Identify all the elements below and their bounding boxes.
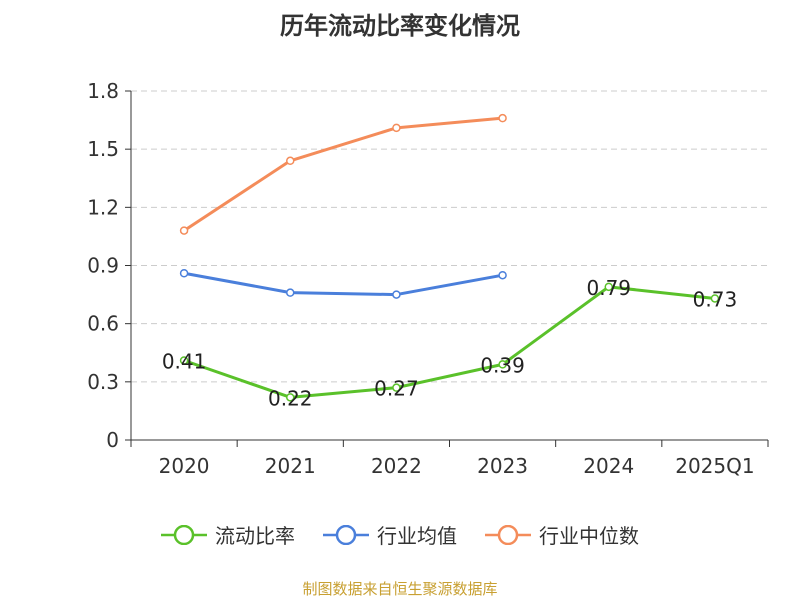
legend-label: 行业均值 [377, 524, 457, 548]
source-note: 制图数据来自恒生聚源数据库 [302, 580, 498, 598]
data-label: 0.79 [586, 276, 631, 300]
data-point [392, 123, 401, 133]
y-tick-label: 0 [106, 428, 119, 452]
x-tick-label: 2023 [477, 454, 528, 478]
legend-item-industry-median[interactable]: 行业中位数 [485, 520, 639, 549]
y-tick-label: 1.5 [87, 137, 119, 161]
data-point [392, 383, 401, 392]
x-tick-label: 2025Q1 [675, 454, 754, 478]
legend-line-icon [161, 524, 207, 545]
data-point [179, 226, 189, 235]
legend-item-current-ratio[interactable]: 流动比率 [161, 520, 295, 549]
series-line [183, 285, 716, 399]
data-point [498, 360, 507, 369]
x-tick-label: 2024 [583, 454, 634, 478]
data-label: 0.73 [693, 287, 738, 311]
data-point [286, 288, 295, 297]
series-line [183, 116, 503, 232]
data-label: 0.22 [268, 386, 313, 410]
y-tick-label: 1.8 [87, 79, 119, 103]
x-tick-label: 2022 [371, 454, 422, 478]
data-point [604, 282, 613, 292]
data-point [286, 156, 295, 166]
data-point [498, 113, 507, 123]
y-tick-label: 1.2 [87, 195, 119, 219]
data-label: 0.41 [162, 350, 207, 374]
chart-title: 历年流动比率变化情况 [280, 12, 520, 40]
y-tick-label: 0.6 [87, 312, 119, 336]
legend-line-icon [323, 524, 369, 545]
series-line [183, 271, 503, 297]
legend-line-icon [485, 524, 531, 545]
legend: 流动比率 行业均值 行业中位数 [0, 520, 800, 549]
legend-item-industry-avg[interactable]: 行业均值 [323, 520, 457, 549]
data-point [710, 294, 720, 303]
data-point [392, 290, 401, 299]
y-tick-label: 0.3 [87, 370, 119, 394]
data-label: 0.27 [374, 377, 419, 401]
data-point [498, 270, 507, 280]
y-tick-label: 0.9 [87, 254, 119, 278]
data-point [286, 393, 295, 402]
data-label: 0.39 [480, 353, 525, 377]
x-tick-label: 2020 [159, 454, 210, 478]
legend-label: 行业中位数 [539, 524, 639, 548]
legend-label: 流动比率 [215, 524, 295, 548]
data-point [179, 356, 189, 365]
x-tick-label: 2021 [265, 454, 316, 478]
data-point [179, 269, 189, 278]
